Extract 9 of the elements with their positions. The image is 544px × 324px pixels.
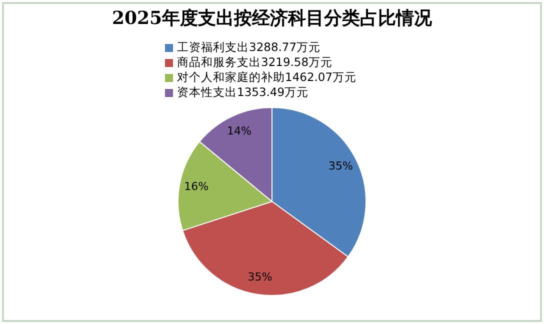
chart-title: 2025年度支出按经济科目分类占比情况 bbox=[110, 7, 434, 30]
legend-label: 工资福利支出3288.77万元 bbox=[177, 40, 321, 55]
legend-label: 商品和服务支出3219.58万元 bbox=[177, 55, 333, 70]
data-label: 35% bbox=[328, 159, 353, 172]
data-label: 35% bbox=[248, 270, 272, 284]
data-label: 14% bbox=[226, 124, 252, 138]
legend-label: 对个人和家庭的补助1462.07万元 bbox=[177, 70, 357, 85]
legend-label: 资本性支出1353.49万元 bbox=[177, 85, 309, 100]
data-label: 16% bbox=[184, 180, 209, 193]
